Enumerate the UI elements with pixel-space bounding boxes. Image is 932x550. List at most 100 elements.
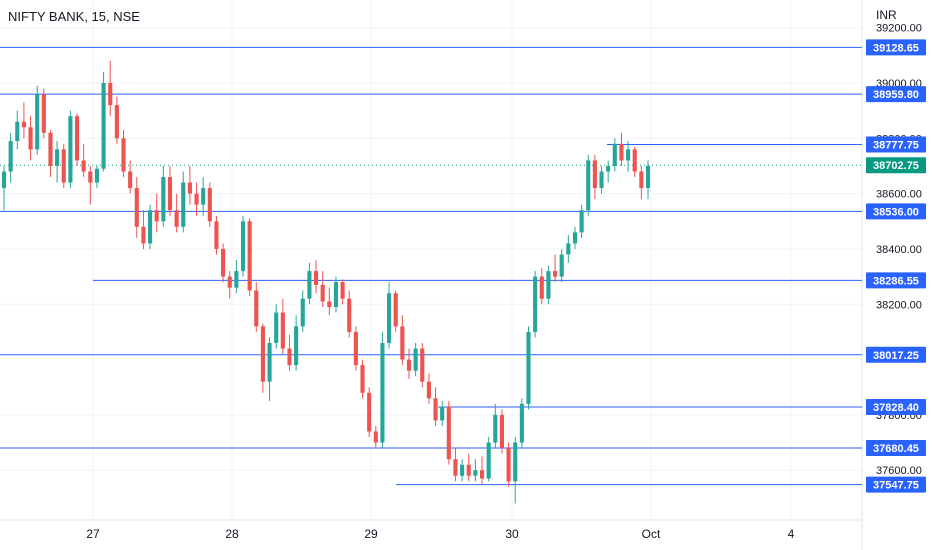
candle-body — [393, 293, 398, 327]
candle-body — [207, 188, 212, 222]
level-price-label: 37547.75 — [873, 480, 919, 492]
candle-body — [221, 248, 226, 277]
candle-body — [101, 82, 106, 169]
candle-body — [274, 312, 279, 343]
candle-body — [227, 276, 232, 288]
level-price-tag — [866, 439, 926, 456]
level-price-label: 37680.45 — [873, 443, 919, 455]
candle-body — [247, 221, 252, 291]
y-tick-label: 37600.00 — [876, 465, 922, 477]
candle-body — [194, 193, 199, 205]
candle-body — [579, 210, 584, 233]
candle-body — [201, 188, 206, 205]
candle-body — [48, 132, 53, 166]
x-tick-label: 29 — [364, 527, 378, 541]
candle-body — [606, 165, 611, 172]
candle-body — [300, 298, 305, 327]
last-price-label: 38702.75 — [873, 160, 919, 172]
candle-body — [539, 276, 544, 299]
candle-body — [74, 116, 80, 161]
candle-body — [566, 243, 571, 255]
candle-body — [148, 210, 153, 244]
x-tick-label: Oct — [642, 527, 661, 541]
level-price-tag — [866, 272, 926, 289]
candle-body — [35, 94, 40, 150]
candle-body — [513, 442, 518, 482]
candle-body — [387, 293, 392, 343]
candle-body — [373, 431, 378, 443]
level-price-tag — [866, 39, 926, 56]
candle-body — [260, 326, 265, 382]
candle-body — [240, 221, 246, 272]
level-price-label: 37828.40 — [873, 402, 919, 414]
candle-body — [41, 94, 46, 133]
level-price-tag — [866, 399, 926, 416]
candle-body — [167, 177, 173, 211]
candle-body — [453, 459, 458, 476]
candle-body — [592, 160, 597, 189]
candle-body — [360, 365, 365, 393]
candle-body — [626, 149, 631, 161]
candle-body — [420, 348, 425, 382]
level-price-label: 39128.65 — [873, 42, 919, 54]
candle-body — [586, 160, 591, 211]
candle-body — [21, 121, 26, 128]
candle-body — [121, 138, 126, 172]
candle-body — [214, 221, 219, 249]
candle-body — [380, 342, 385, 443]
candle-body — [28, 127, 33, 150]
candle-body — [413, 348, 418, 371]
candle-body — [333, 282, 339, 308]
candle-body — [645, 165, 651, 189]
candle-body — [280, 312, 285, 349]
candle-body — [486, 442, 491, 479]
candle-body — [526, 331, 531, 404]
candle-body — [599, 171, 604, 189]
candle-body — [466, 464, 471, 476]
level-price-label: 38959.80 — [873, 89, 919, 101]
candle-body — [473, 470, 478, 476]
level-price-tag — [866, 136, 926, 153]
level-price-label: 38536.00 — [873, 206, 919, 218]
candle-body — [400, 326, 405, 360]
level-price-tag — [866, 476, 926, 493]
candle-body — [234, 271, 239, 288]
candle-body — [287, 348, 292, 366]
y-tick-label: 38600.00 — [876, 189, 922, 201]
candle-body — [632, 149, 637, 172]
candle-body — [174, 210, 179, 227]
candle-body — [446, 406, 451, 460]
candle-body — [134, 188, 139, 227]
candle-body — [612, 143, 617, 166]
candle-body — [406, 359, 412, 371]
candle-body — [15, 121, 20, 142]
candle-body — [68, 116, 73, 183]
candle-body — [426, 381, 431, 399]
candle-body — [161, 177, 166, 222]
x-tick-label: 28 — [225, 527, 239, 541]
currency-label: INR — [876, 8, 897, 22]
last-price-tag — [866, 157, 926, 174]
candle-body — [108, 82, 113, 106]
y-tick-label: 39200.00 — [876, 23, 922, 35]
candle-body — [533, 276, 538, 332]
level-price-label: 38777.75 — [873, 139, 919, 151]
candle-body — [114, 105, 119, 139]
candle-body — [493, 414, 498, 443]
y-tick-label: 38200.00 — [876, 299, 922, 311]
chart-title[interactable]: NIFTY BANK, 15, NSE — [8, 9, 140, 24]
candle-body — [55, 149, 60, 166]
candle-body — [181, 182, 186, 227]
candle-body — [572, 232, 578, 244]
candle-body — [154, 210, 159, 222]
candle-body — [519, 403, 524, 443]
candle-body — [639, 171, 644, 189]
level-price-tag — [866, 346, 926, 363]
candle-body — [619, 143, 624, 161]
candle-body — [506, 448, 511, 482]
candle-body — [552, 271, 558, 277]
candle-body — [313, 271, 319, 285]
candle-body — [499, 414, 504, 449]
